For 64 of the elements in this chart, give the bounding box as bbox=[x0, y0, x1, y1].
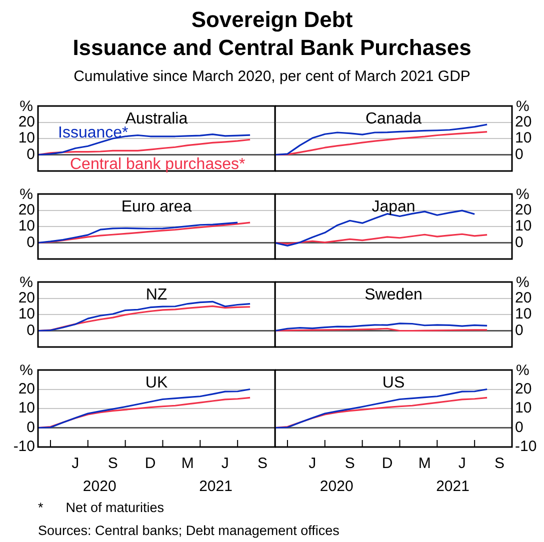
y-tick-label: 20 bbox=[18, 201, 35, 218]
y-tick-label: 0 bbox=[515, 322, 524, 339]
chart-title: Euro area bbox=[121, 198, 192, 216]
y-tick-label: 0 bbox=[26, 146, 35, 163]
x-tick-label: S bbox=[108, 455, 118, 472]
chart-title: Japan bbox=[372, 198, 416, 216]
y-tick-label: 20 bbox=[515, 289, 532, 306]
y-tick-label: 10 bbox=[18, 306, 35, 323]
y-tick-label: 10 bbox=[18, 400, 35, 417]
y-axis-title: % bbox=[20, 362, 33, 380]
y-tick-label: 0 bbox=[26, 322, 35, 339]
y-axis-title: % bbox=[516, 186, 530, 204]
y-axis-title: % bbox=[20, 274, 33, 292]
y-tick-label: 10 bbox=[18, 218, 35, 235]
y-tick-label: 20 bbox=[515, 113, 532, 130]
chart-title: US bbox=[382, 374, 405, 392]
y-tick-label: 10 bbox=[515, 400, 532, 417]
chart-title: UK bbox=[145, 374, 168, 392]
chart-title: Australia bbox=[125, 110, 188, 128]
y-axis-title: % bbox=[20, 98, 33, 116]
text: 2020 bbox=[320, 478, 354, 496]
x-tick-label: S bbox=[258, 455, 268, 472]
series-label: Issuance* bbox=[58, 124, 128, 142]
y-tick-label: 20 bbox=[515, 201, 532, 218]
text: * Net of maturities bbox=[38, 500, 164, 515]
text: 2021 bbox=[436, 478, 470, 496]
series-label: Central bank purchases* bbox=[70, 156, 246, 173]
y-tick-label: 20 bbox=[515, 380, 532, 398]
text: 2021 bbox=[199, 478, 232, 496]
text: Sovereign Debt Issuance and Central Bank Purchases bbox=[72, 6, 472, 62]
y-axis-title: % bbox=[516, 274, 530, 292]
y-tick-label: 0 bbox=[26, 418, 35, 436]
y-tick-label: 20 bbox=[18, 380, 35, 398]
x-tick-label: J bbox=[458, 455, 466, 472]
x-tick-label: D bbox=[382, 455, 393, 472]
text: Cumulative since March 2020, per cent of March 2021 GDP bbox=[72, 67, 472, 87]
y-tick-label: -10 bbox=[515, 438, 537, 456]
x-tick-label: D bbox=[144, 455, 156, 472]
y-tick-label: 10 bbox=[515, 306, 532, 323]
x-tick-label: M bbox=[181, 455, 194, 472]
y-tick-label: -10 bbox=[13, 438, 35, 456]
x-tick-label: J bbox=[221, 455, 229, 472]
y-tick-label: 10 bbox=[515, 218, 532, 235]
y-axis-title: % bbox=[516, 98, 530, 116]
chart-title: NZ bbox=[146, 286, 168, 304]
y-tick-label: 0 bbox=[515, 418, 524, 436]
chart-title: Canada bbox=[365, 110, 422, 128]
y-tick-label: 20 bbox=[18, 113, 35, 130]
x-tick-label: S bbox=[344, 455, 355, 472]
x-tick-label: M bbox=[418, 455, 431, 472]
y-tick-label: 10 bbox=[18, 130, 35, 147]
y-tick-label: 0 bbox=[515, 234, 524, 251]
x-tick-label: J bbox=[308, 455, 316, 472]
y-axis-title: % bbox=[20, 186, 33, 204]
x-tick-label: S bbox=[494, 455, 505, 472]
y-axis-title: % bbox=[516, 362, 530, 380]
chart-title: Sweden bbox=[364, 286, 422, 304]
y-tick-label: 0 bbox=[515, 146, 524, 163]
y-tick-label: 0 bbox=[26, 234, 35, 251]
text: 2020 bbox=[82, 478, 116, 496]
source-note: Sources: Central banks; Debt management offices bbox=[38, 523, 340, 538]
y-tick-label: 20 bbox=[18, 289, 35, 306]
x-tick-label: J bbox=[72, 455, 80, 472]
y-tick-label: 10 bbox=[515, 130, 532, 147]
